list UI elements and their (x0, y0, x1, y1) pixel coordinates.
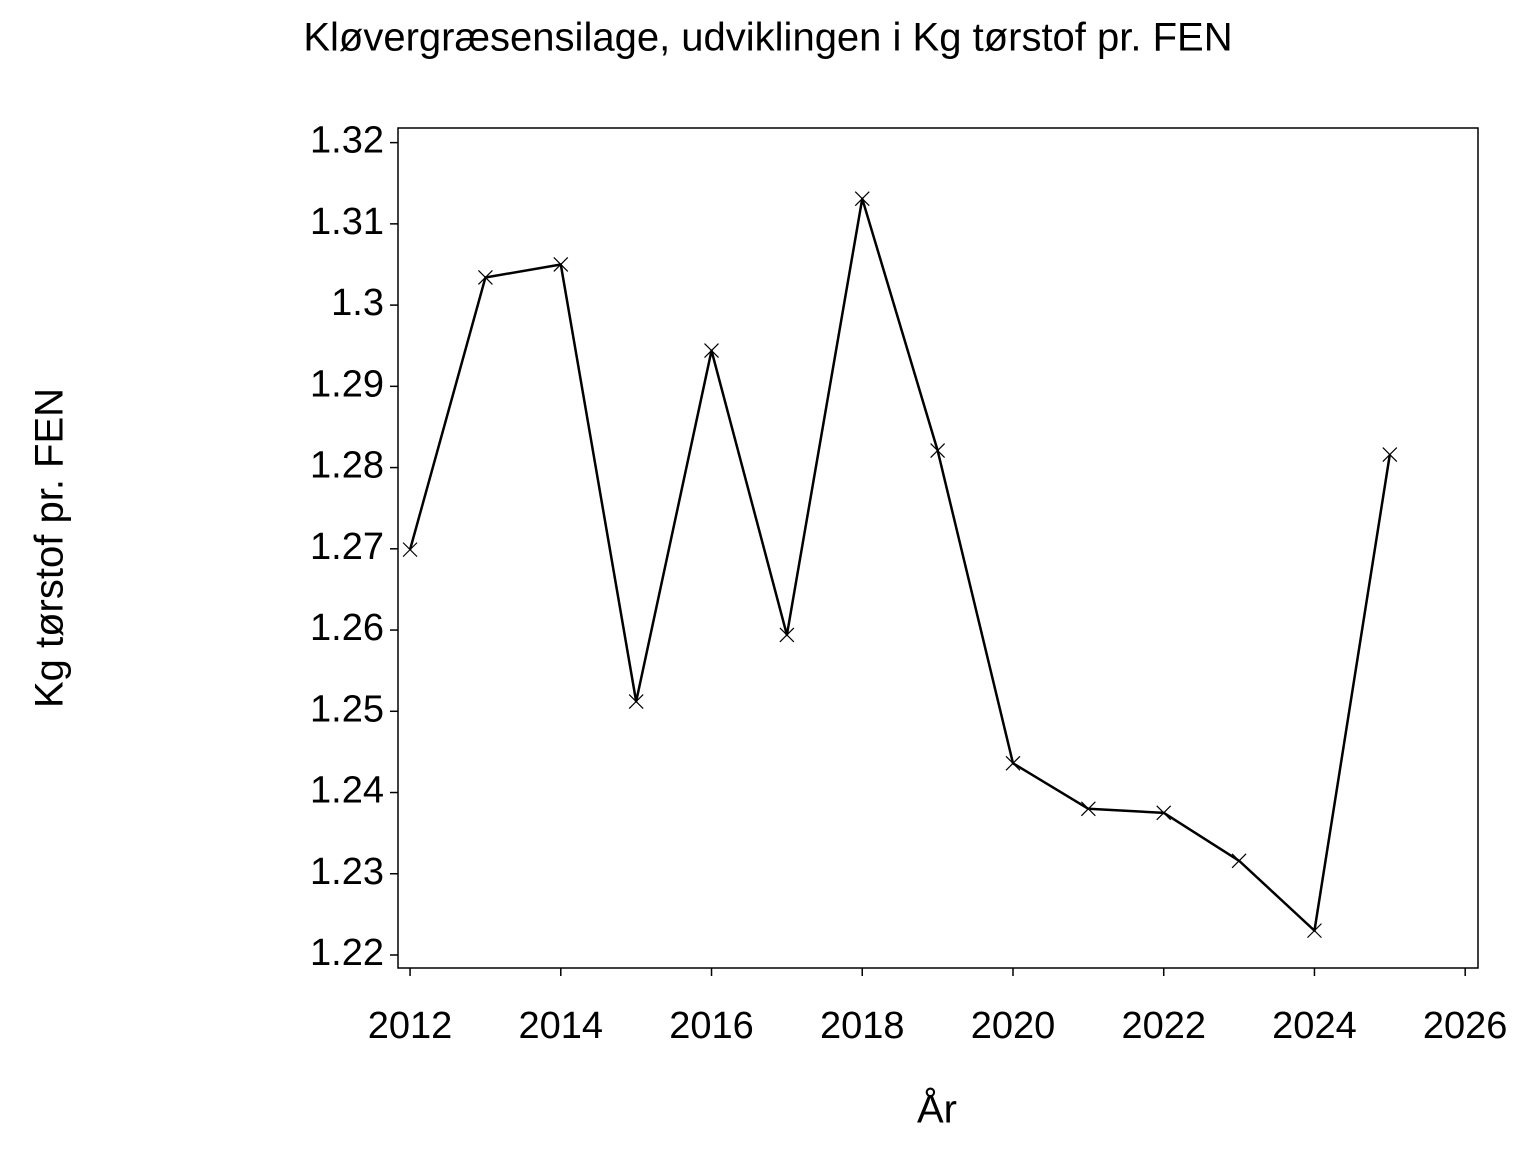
plot-frame (397, 127, 1479, 969)
point-marker (1382, 447, 1398, 463)
y-tick-label: 1.23 (310, 851, 384, 893)
point-marker (704, 343, 719, 359)
x-tick-label: 2020 (971, 1005, 1056, 1047)
y-tick-label: 1.29 (310, 363, 384, 405)
point-marker (553, 257, 569, 272)
y-tick-label: 1.32 (310, 120, 384, 162)
point-marker (1156, 805, 1172, 821)
x-tick-label: 2012 (368, 1005, 453, 1047)
y-tick-label: 1.24 (310, 770, 384, 812)
point-marker (1080, 801, 1096, 817)
point-marker (478, 270, 493, 285)
x-tick-label: 2016 (669, 1005, 754, 1047)
y-tick-label: 1.27 (310, 526, 384, 568)
point-marker (628, 694, 644, 709)
point-marker (779, 627, 795, 643)
y-tick-label: 1.28 (310, 445, 384, 487)
y-tick-label: 1.25 (310, 688, 384, 730)
x-tick-label: 2026 (1423, 1005, 1508, 1047)
y-axis-label: Kg tørstof pr. FEN (28, 388, 72, 708)
y-tick-label: 1.3 (331, 282, 384, 324)
y-tick-label: 1.22 (310, 932, 384, 974)
x-tick-label: 2024 (1272, 1005, 1357, 1047)
point-marker (854, 191, 870, 207)
x-tick-label: 2014 (519, 1005, 604, 1047)
x-tick-label: 2022 (1121, 1005, 1206, 1047)
chart-title: Kløvergræsensilage, udviklingen i Kg tør… (303, 16, 1232, 60)
point-marker (930, 443, 946, 458)
point-marker (1307, 923, 1322, 939)
y-tick-label: 1.26 (310, 607, 384, 649)
y-tick-label: 1.31 (310, 201, 384, 243)
point-marker (402, 542, 418, 558)
point-marker (1005, 755, 1021, 771)
point-marker (1231, 853, 1247, 869)
line (408, 197, 1392, 932)
x-axis-label: År (917, 1087, 957, 1132)
x-tick-label: 2018 (820, 1005, 905, 1047)
